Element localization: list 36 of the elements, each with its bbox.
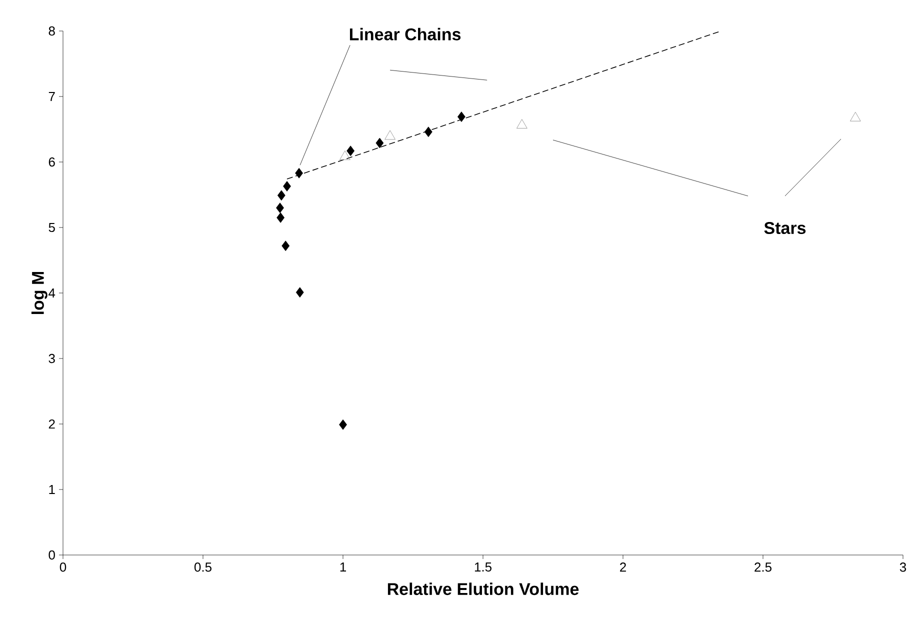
x-tick-label: 3: [900, 562, 906, 572]
point: [340, 150, 350, 160]
point: [296, 287, 304, 298]
point: [457, 112, 466, 122]
point: [346, 146, 355, 156]
point: [282, 240, 290, 252]
point: [295, 168, 303, 178]
point: [277, 190, 286, 201]
y-tick-label: 1: [49, 485, 55, 494]
x-tick-label: 0: [60, 562, 66, 572]
point: [276, 202, 284, 214]
x-tick-label: 1.5: [474, 562, 492, 572]
y-axis-title: log M: [31, 272, 48, 314]
y-tick-label: 6: [48, 157, 55, 167]
annotation: Linear Chains: [350, 28, 461, 40]
x-tick-label: 2.5: [754, 562, 772, 572]
y-tick-label: 7: [48, 92, 55, 101]
annotation: Stars: [764, 222, 806, 234]
point: [384, 130, 396, 140]
x-tick-label: 0.5: [194, 562, 212, 572]
point: [850, 112, 861, 122]
y-tick-label: 4: [48, 288, 56, 298]
point: [276, 212, 285, 223]
y-tick-label: 2: [48, 419, 55, 429]
point: [376, 138, 384, 148]
x-tick-label: 2: [620, 562, 626, 572]
point: [339, 419, 347, 430]
y-tick-label: 0: [48, 550, 55, 560]
y-tick-label: 8: [48, 26, 55, 36]
point: [516, 119, 528, 129]
x-tick-label: 1: [340, 562, 346, 572]
y-tick-label: 3: [48, 354, 55, 364]
point: [424, 126, 432, 138]
x-axis-title: Relative Elution Volume: [388, 582, 579, 596]
point: [283, 181, 291, 192]
y-tick-label: 5: [48, 222, 55, 232]
